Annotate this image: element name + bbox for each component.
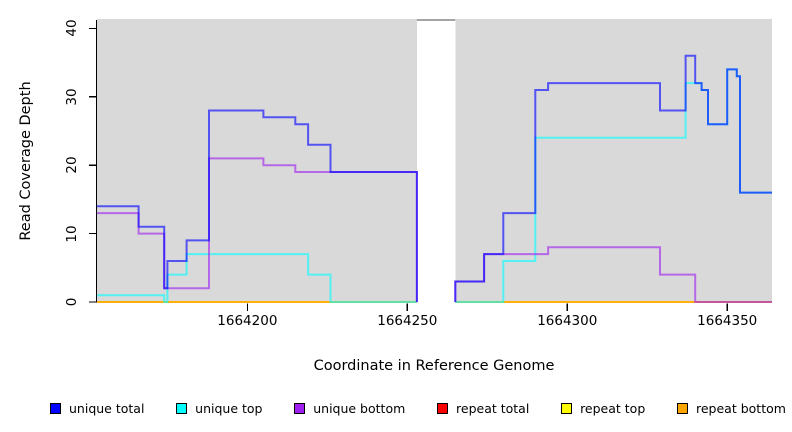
x-tick-label: 1664300 xyxy=(537,313,598,329)
legend-label: repeat top xyxy=(580,401,646,416)
unique-total-swatch-icon xyxy=(50,403,61,414)
y-tick-label: 30 xyxy=(64,88,80,106)
repeat-top-swatch-icon xyxy=(561,403,573,414)
legend-label: unique bottom xyxy=(313,401,406,416)
legend-label: unique total xyxy=(69,401,145,416)
legend-item-repeat-bottom: repeat bottom xyxy=(677,401,786,416)
legend-item-unique-total: unique total xyxy=(50,401,144,416)
repeat-bottom-swatch-icon xyxy=(677,403,688,414)
unique-bottom-swatch-icon xyxy=(294,403,306,414)
legend-item-unique-top: unique top xyxy=(176,401,262,416)
x-tick-label: 1664350 xyxy=(697,313,758,329)
y-tick-label: 10 xyxy=(64,225,80,243)
legend-label: unique top xyxy=(195,401,263,416)
x-axis-label: Coordinate in Reference Genome xyxy=(313,358,555,374)
legend-item-repeat-top: repeat top xyxy=(561,401,645,416)
y-axis-label: Read Coverage Depth xyxy=(18,81,34,241)
y-tick-label: 40 xyxy=(64,19,80,37)
y-tick-label: 0 xyxy=(64,297,80,307)
y-tick-label: 20 xyxy=(64,156,80,174)
x-tick-label: 1664250 xyxy=(377,313,438,329)
legend-item-unique-bottom: unique bottom xyxy=(294,401,405,416)
legend-label: repeat total xyxy=(456,401,530,416)
unique-top-swatch-icon xyxy=(176,403,188,414)
legend-label: repeat bottom xyxy=(696,401,786,416)
legend: unique total unique top unique bottom re… xyxy=(50,401,786,416)
x-tick-label: 1664200 xyxy=(217,313,278,329)
legend-item-repeat-total: repeat total xyxy=(437,401,529,416)
repeat-total-swatch-icon xyxy=(437,403,449,414)
